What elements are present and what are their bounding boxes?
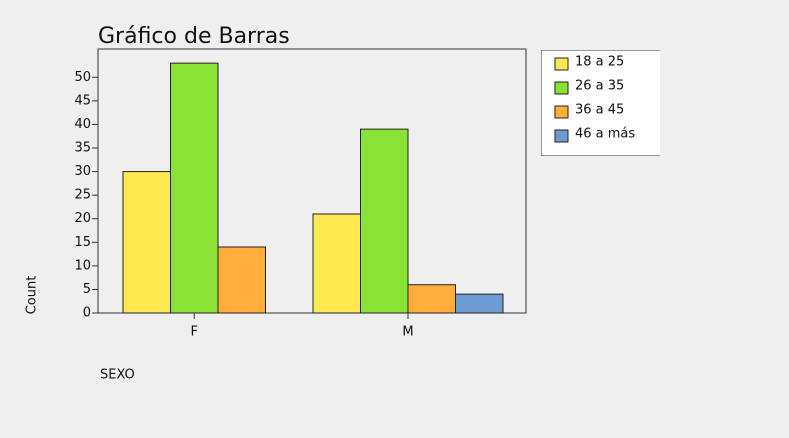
x-tick-label: F bbox=[191, 325, 198, 340]
bar bbox=[217, 246, 266, 314]
y-tick-label: 50 bbox=[74, 70, 91, 85]
y-tick-label: 30 bbox=[74, 164, 91, 179]
y-tick-label: 10 bbox=[74, 258, 91, 273]
chart-title: Gráfico de Barras bbox=[98, 24, 290, 49]
y-tick-label: 20 bbox=[74, 211, 91, 226]
bar bbox=[312, 213, 361, 314]
y-tick-label: 15 bbox=[74, 235, 91, 250]
y-tick-label: 25 bbox=[74, 188, 91, 203]
legend-label: 46 a más bbox=[575, 127, 635, 142]
y-tick-label: 40 bbox=[74, 117, 91, 132]
y-tick-label: 45 bbox=[74, 93, 91, 108]
legend-swatch bbox=[554, 129, 569, 143]
legend-swatch bbox=[554, 57, 569, 71]
bar bbox=[407, 284, 456, 314]
y-tick-label: 0 bbox=[83, 306, 91, 321]
x-tick-label: M bbox=[402, 325, 413, 340]
bar bbox=[122, 171, 171, 314]
y-tick-label: 5 bbox=[83, 282, 91, 297]
legend-label: 18 a 25 bbox=[575, 55, 624, 70]
bar bbox=[360, 128, 409, 314]
legend: 18 a 25 26 a 35 36 a 45 46 a más bbox=[554, 55, 635, 143]
bar bbox=[170, 62, 219, 314]
plot-frame bbox=[97, 48, 527, 314]
legend-label: 36 a 45 bbox=[575, 103, 624, 118]
y-axis-label: Count bbox=[25, 276, 40, 315]
legend-label: 26 a 35 bbox=[575, 79, 624, 94]
y-tick-label: 35 bbox=[74, 141, 91, 156]
x-axis-label: SEXO bbox=[100, 368, 135, 383]
bar bbox=[455, 293, 504, 314]
legend-swatch bbox=[554, 105, 569, 119]
legend-swatch bbox=[554, 81, 569, 95]
